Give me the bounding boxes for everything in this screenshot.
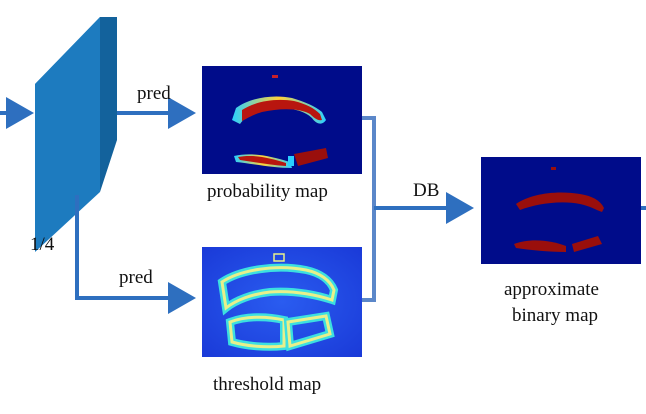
threshold-map-label: threshold map xyxy=(213,374,321,395)
approximate-binary-map-image xyxy=(481,157,641,264)
pred-label-top: pred xyxy=(137,83,171,104)
feature-map-block xyxy=(35,17,117,252)
pred-label-bottom: pred xyxy=(119,267,153,288)
probability-map-image xyxy=(202,66,362,174)
approximate-binary-map-label-line2: binary map xyxy=(512,305,598,326)
probability-map-label: probability map xyxy=(207,181,328,202)
scale-label: 1/4 xyxy=(30,234,55,255)
db-merge-connector xyxy=(362,116,474,302)
db-label: DB xyxy=(413,180,439,201)
approximate-binary-map-label-line1: approximate xyxy=(504,279,599,300)
pred-arrow-bottom xyxy=(75,195,196,314)
threshold-map-image xyxy=(202,247,362,357)
